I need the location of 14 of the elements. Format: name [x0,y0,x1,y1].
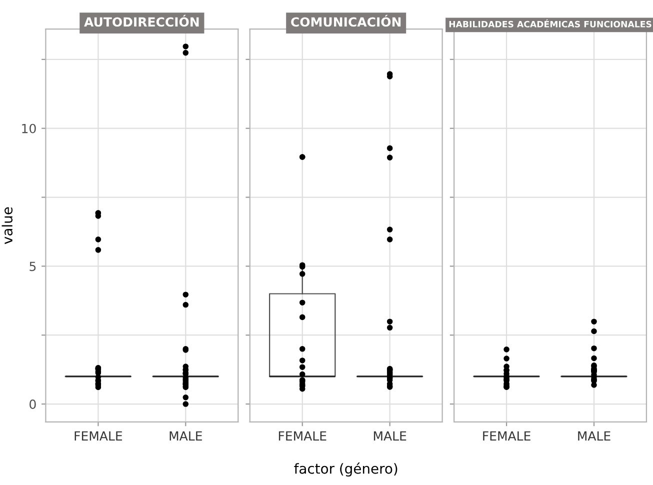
x-tick-label: MALE [170,431,202,440]
y-tick-label: 5 [30,262,36,272]
chart-title: AUTODIRECCIÓN [84,14,199,27]
x-tick-label: FEMALE [278,431,326,440]
x-tick-label: MALE [374,431,406,440]
y-axis-title: value [2,207,13,244]
x-tick-label: MALE [578,431,610,440]
chart-title: HABILIDADES ACADÉMICAS FUNCIONALES [449,19,652,28]
x-tick-label: FEMALE [74,431,122,440]
y-tick-label: 10 [22,124,36,134]
x-tick-label: FEMALE [483,431,530,440]
y-tick-label: 0 [30,400,36,409]
chart-title: COMUNICACIÓN [291,14,401,27]
x-axis-title: factor (género) [294,462,398,477]
